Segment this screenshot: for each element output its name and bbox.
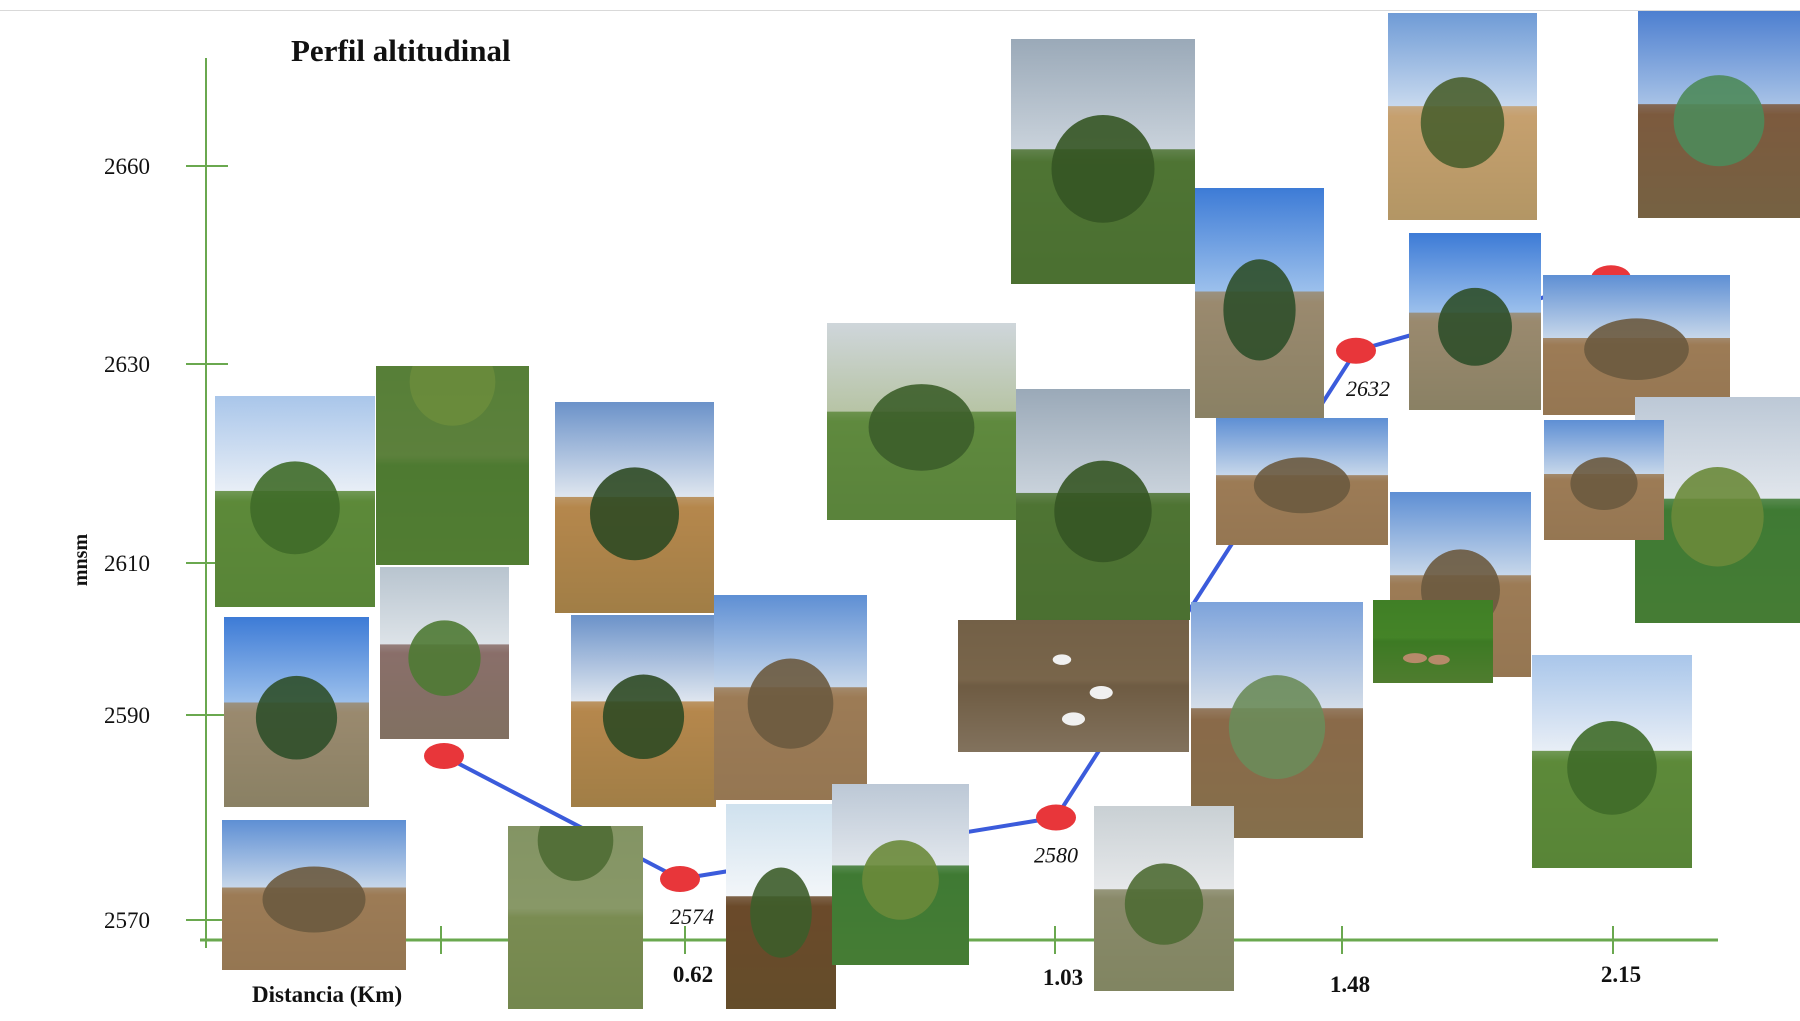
photo-orchard <box>1388 13 1537 220</box>
photo-field <box>714 595 867 800</box>
top-divider <box>0 10 1800 11</box>
photo-field <box>222 820 406 970</box>
photo-shrub <box>215 396 375 607</box>
photo-hillside <box>1094 806 1234 991</box>
chart-title: Perfil altitudinal <box>291 33 511 68</box>
photo-shrub <box>1532 655 1692 868</box>
photo-ground <box>376 366 529 565</box>
data-point-marker <box>1336 337 1376 364</box>
data-point-label: 2580 <box>1034 843 1078 868</box>
photo-cornfield <box>832 784 969 965</box>
photo-cactus <box>1191 602 1363 838</box>
photo-pine <box>571 615 716 807</box>
photo-forest <box>1016 389 1190 620</box>
y-tick-label: 2630 <box>104 352 150 377</box>
x-tick-label: 1.48 <box>1330 972 1370 997</box>
photo-tree <box>224 617 369 807</box>
data-point-marker <box>1036 804 1076 831</box>
x-axis-label: Distancia (Km) <box>252 982 403 1007</box>
photo-tree <box>1409 233 1541 410</box>
photo-forest <box>1011 39 1195 284</box>
photo-tree <box>1195 188 1324 418</box>
data-point-marker <box>424 743 464 769</box>
photo-agave <box>1638 11 1800 218</box>
photo-field <box>1216 418 1388 545</box>
photo-grass <box>508 826 643 1009</box>
photo-water <box>380 567 509 739</box>
photo-mushrooms <box>1373 600 1493 683</box>
y-tick-label: 2660 <box>104 154 150 179</box>
photo-pine <box>555 402 714 613</box>
y-tick-label: 2570 <box>104 908 150 933</box>
y-tick-label: 2610 <box>104 551 150 576</box>
x-tick-label: 1.03 <box>1043 965 1083 990</box>
data-point-marker <box>660 866 700 892</box>
photo-trees <box>827 323 1016 520</box>
y-tick-label: 2590 <box>104 703 150 728</box>
x-tick-label: 0.62 <box>673 962 713 987</box>
photo-pinecone <box>726 804 836 1009</box>
data-point-label: 2632 <box>1346 376 1390 401</box>
x-tick-label: 2.15 <box>1601 962 1641 987</box>
photo-field <box>1543 275 1730 415</box>
photo-flowers <box>958 620 1189 752</box>
data-point-label: 2574 <box>670 904 714 929</box>
y-axis-label: mnsm <box>70 533 92 587</box>
photo-field <box>1544 420 1664 540</box>
